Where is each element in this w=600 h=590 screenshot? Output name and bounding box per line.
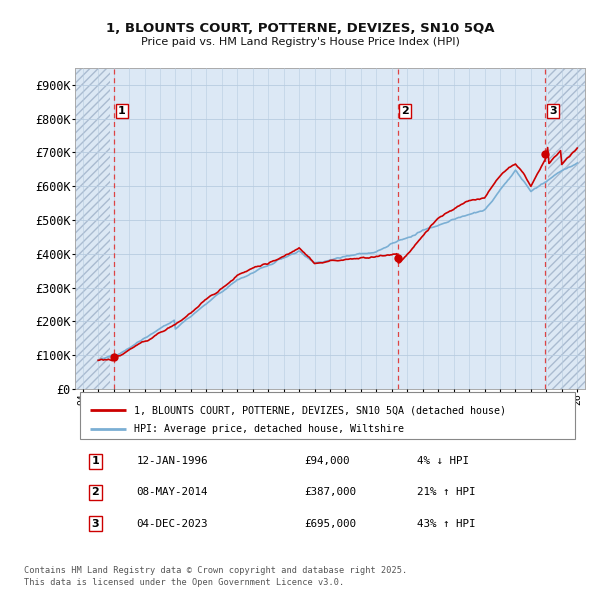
Text: 1: 1 (118, 106, 126, 116)
Text: 1, BLOUNTS COURT, POTTERNE, DEVIZES, SN10 5QA (detached house): 1, BLOUNTS COURT, POTTERNE, DEVIZES, SN1… (134, 405, 506, 415)
Text: 21% ↑ HPI: 21% ↑ HPI (417, 487, 475, 497)
Text: HPI: Average price, detached house, Wiltshire: HPI: Average price, detached house, Wilt… (134, 424, 404, 434)
Text: 4% ↓ HPI: 4% ↓ HPI (417, 456, 469, 466)
Text: 2: 2 (401, 106, 409, 116)
Text: 04-DEC-2023: 04-DEC-2023 (136, 519, 208, 529)
Text: 3: 3 (549, 106, 557, 116)
Text: £94,000: £94,000 (305, 456, 350, 466)
Text: £387,000: £387,000 (305, 487, 356, 497)
Text: 1, BLOUNTS COURT, POTTERNE, DEVIZES, SN10 5QA: 1, BLOUNTS COURT, POTTERNE, DEVIZES, SN1… (106, 22, 494, 35)
FancyBboxPatch shape (80, 392, 575, 439)
Text: Price paid vs. HM Land Registry's House Price Index (HPI): Price paid vs. HM Land Registry's House … (140, 37, 460, 47)
Text: 3: 3 (92, 519, 99, 529)
Text: 2: 2 (92, 487, 99, 497)
Text: Contains HM Land Registry data © Crown copyright and database right 2025.
This d: Contains HM Land Registry data © Crown c… (24, 566, 407, 587)
Text: 12-JAN-1996: 12-JAN-1996 (136, 456, 208, 466)
Text: 1: 1 (92, 456, 99, 466)
Text: 43% ↑ HPI: 43% ↑ HPI (417, 519, 475, 529)
Text: 08-MAY-2014: 08-MAY-2014 (136, 487, 208, 497)
Text: £695,000: £695,000 (305, 519, 356, 529)
